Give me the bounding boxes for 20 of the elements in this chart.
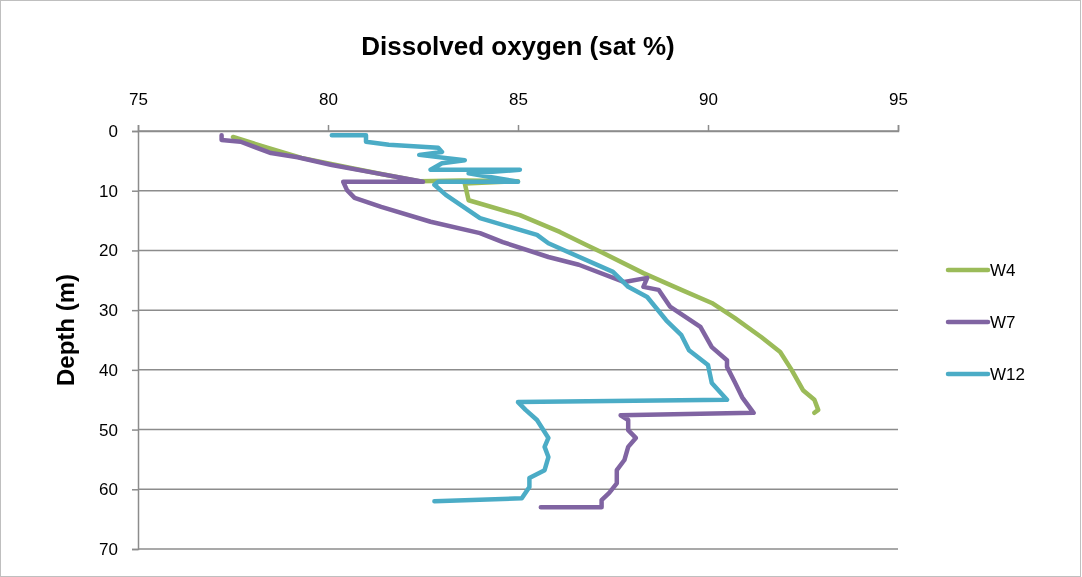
x-tick-label: 85 xyxy=(509,90,528,109)
y-tick-label: 20 xyxy=(99,241,118,261)
y-tick-label: 60 xyxy=(99,480,118,500)
x-tick-label: 80 xyxy=(319,90,338,109)
legend-label: W7 xyxy=(990,313,1016,332)
y-tick-label: 30 xyxy=(99,301,118,321)
x-tick-label: 95 xyxy=(889,90,908,109)
y-tick-label: 10 xyxy=(99,181,118,201)
legend-label: W12 xyxy=(990,365,1025,384)
y-tick-label: 40 xyxy=(99,360,118,380)
y-tick-label: 50 xyxy=(99,420,118,440)
y-tick-label: 70 xyxy=(99,539,118,559)
line-series xyxy=(329,132,730,504)
x-tick-label: 75 xyxy=(129,90,148,109)
x-tick-label: 90 xyxy=(699,90,718,109)
line-series xyxy=(219,132,756,510)
chart-title: Dissolved oxygen (sat %) xyxy=(361,31,675,61)
legend-label: W4 xyxy=(990,261,1016,280)
y-tick-label: 0 xyxy=(108,121,118,141)
y-axis-title: Depth (m) xyxy=(52,274,79,386)
